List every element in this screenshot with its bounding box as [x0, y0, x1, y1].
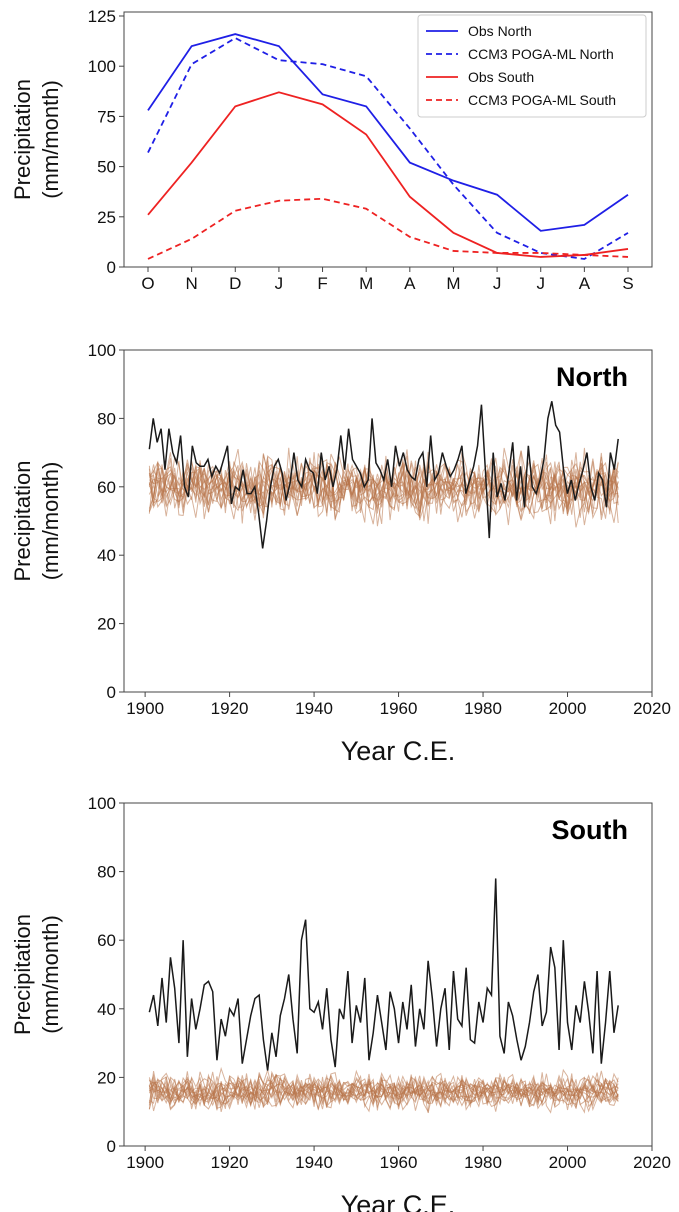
x-tick-label: N [185, 274, 197, 293]
y-tick-label: 20 [97, 1068, 116, 1087]
x-tick-label: 1900 [126, 699, 164, 718]
ensemble-member-line [148, 462, 619, 526]
x-tick-label: A [404, 274, 416, 293]
x-tick-label: J [536, 274, 545, 293]
seasonal-cycle-chart: 0 25 50 75 100 125 O N D J F M A M J J A S Precipitation (m… [10, 7, 653, 293]
x-tick-label: J [275, 274, 284, 293]
panel-title: South [552, 815, 628, 845]
x-tick-label: 1960 [380, 699, 418, 718]
x-tick-label: F [317, 274, 327, 293]
observed-series-line [148, 878, 619, 1071]
ensemble-member-line [149, 1072, 619, 1114]
panel-title: North [556, 362, 628, 392]
x-tick-label: M [446, 274, 460, 293]
series-line-1 [147, 37, 629, 260]
x-tick-label: S [622, 274, 633, 293]
x-tick-label: 1980 [464, 1153, 502, 1172]
y-tick-label: 20 [97, 615, 116, 634]
y-tick-label: 60 [97, 478, 116, 497]
series-line-3 [147, 197, 629, 260]
y-tick-label: 100 [88, 794, 116, 813]
y-tick-label: 80 [97, 863, 116, 882]
x-tick-label: 2000 [549, 1153, 587, 1172]
x-axis-label: Year C.E. [341, 736, 456, 766]
y-tick-label: 0 [107, 258, 116, 277]
legend-label-2: Obs South [468, 69, 534, 85]
x-tick-label: 1980 [464, 699, 502, 718]
y-tick-label: 25 [97, 208, 116, 227]
observed-series-line [148, 401, 619, 549]
plot-frame [123, 11, 653, 268]
y-tick-label: 80 [97, 409, 116, 428]
y-axis-label-units: (mm/month) [38, 915, 63, 1034]
legend-box [417, 14, 647, 118]
x-tick-label: D [229, 274, 241, 293]
x-tick-label: O [141, 274, 154, 293]
y-tick-label: 0 [107, 1137, 116, 1156]
x-tick-label: M [359, 274, 373, 293]
y-tick-label: 60 [97, 931, 116, 950]
legend-label-0: Obs North [468, 23, 532, 39]
y-tick-label: 0 [107, 683, 116, 702]
x-tick-label: 1900 [126, 1153, 164, 1172]
x-tick-label: 1940 [295, 699, 333, 718]
y-tick-label: 75 [97, 107, 116, 126]
legend-label-1: CCM3 POGA-ML North [468, 46, 614, 62]
x-tick-label: 2020 [633, 1153, 671, 1172]
y-axis-label: Precipitation [10, 79, 35, 200]
y-axis-label-units: (mm/month) [38, 80, 63, 199]
x-tick-label: 2020 [633, 699, 671, 718]
x-axis-label: Year C.E. [341, 1190, 456, 1212]
y-axis-label-units: (mm/month) [38, 462, 63, 581]
series-line-2 [147, 91, 629, 258]
y-tick-label: 40 [97, 546, 116, 565]
x-tick-label: 1920 [211, 699, 249, 718]
y-tick-label: 100 [88, 57, 116, 76]
plot-frame [123, 349, 653, 693]
series-line-0 [147, 33, 629, 232]
plot-frame [123, 802, 653, 1147]
y-tick-label: 40 [97, 1000, 116, 1019]
y-axis-label: Precipitation [10, 460, 35, 581]
x-tick-label: 1940 [295, 1153, 333, 1172]
y-tick-label: 125 [88, 7, 116, 26]
y-tick-label: 50 [97, 158, 116, 177]
y-axis-label: Precipitation [10, 914, 35, 1035]
ensemble-member-line [148, 1072, 619, 1110]
y-tick-label: 100 [88, 341, 116, 360]
south-timeseries-chart: 0 20 40 60 80 100 1900 1920 1940 1960 1980 2000 2020… [10, 794, 671, 1212]
x-tick-label: 2000 [549, 699, 587, 718]
north-timeseries-chart: 0 20 40 60 80 100 1900 1920 1940 1960 1980 2000 2020… [10, 341, 671, 766]
x-tick-label: J [493, 274, 502, 293]
x-tick-label: A [579, 274, 591, 293]
x-tick-label: 1960 [380, 1153, 418, 1172]
x-tick-label: 1920 [211, 1153, 249, 1172]
legend-label-3: CCM3 POGA-ML South [468, 92, 616, 108]
